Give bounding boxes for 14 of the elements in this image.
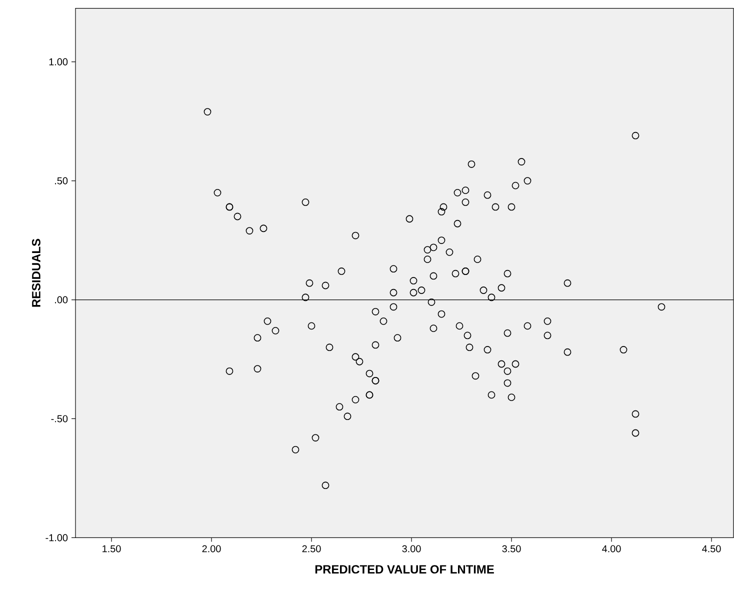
y-tick-label: 1.00: [49, 58, 68, 66]
x-tick-label: 4.00: [602, 545, 621, 552]
x-tick-label: 3.00: [402, 545, 421, 552]
y-tick-label: -1.00: [46, 534, 68, 542]
y-axis-title: RESIDUALS: [32, 238, 40, 307]
x-tick-label: 2.00: [202, 545, 221, 552]
y-tick-label: .50: [55, 177, 68, 184]
x-tick-label: 2.50: [302, 545, 321, 552]
y-tick-label: .00: [55, 296, 68, 304]
x-tick-label: 4.50: [702, 545, 721, 552]
x-axis-title: PREDICTED VALUE OF LNTIME: [315, 565, 494, 574]
x-tick-label: 1.50: [102, 545, 121, 552]
x-tick-label: 3.50: [502, 545, 521, 552]
y-tick-label: -.50: [51, 415, 68, 422]
